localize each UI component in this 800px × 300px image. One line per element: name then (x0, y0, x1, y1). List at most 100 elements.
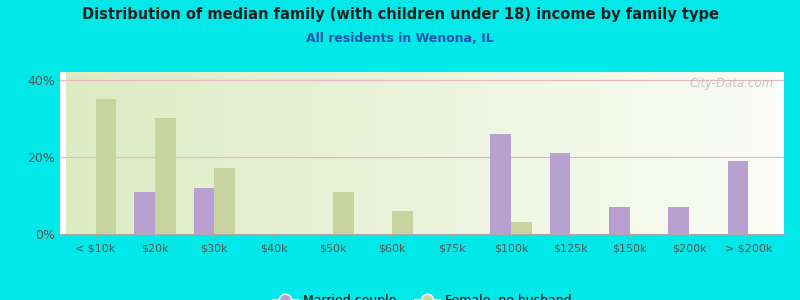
Bar (600, 72, 603, 234)
Bar (379, 72, 383, 234)
Bar (468, 72, 472, 234)
Bar (465, 72, 468, 234)
Bar (700, 72, 703, 234)
Bar (266, 72, 269, 234)
Bar (454, 72, 458, 234)
Text: Distribution of median family (with children under 18) income by family type: Distribution of median family (with chil… (82, 8, 718, 22)
Legend: Married couple, Female, no husband: Married couple, Female, no husband (268, 289, 576, 300)
Bar (112, 72, 116, 234)
Bar (241, 72, 244, 234)
Bar (411, 72, 415, 234)
Bar (244, 72, 247, 234)
Bar (98, 72, 102, 234)
Bar (283, 72, 286, 234)
Bar (490, 134, 511, 234)
Bar (269, 72, 273, 234)
Bar (401, 72, 404, 234)
Bar (447, 72, 450, 234)
Bar (546, 72, 550, 234)
Bar (728, 161, 748, 234)
Bar (582, 72, 586, 234)
Bar (365, 72, 369, 234)
Bar (219, 72, 222, 234)
Bar (326, 72, 330, 234)
Bar (450, 72, 454, 234)
Bar (526, 72, 529, 234)
Bar (333, 72, 337, 234)
Bar (610, 72, 614, 234)
Bar (350, 72, 354, 234)
Bar (618, 72, 622, 234)
Bar (194, 72, 198, 234)
Bar (305, 72, 308, 234)
Bar (96, 99, 116, 234)
Bar (187, 72, 190, 234)
Bar (301, 72, 305, 234)
Bar (158, 72, 162, 234)
Text: City-Data.com: City-Data.com (689, 77, 773, 90)
Bar (710, 72, 714, 234)
Bar (539, 72, 543, 234)
Bar (479, 72, 482, 234)
Bar (123, 72, 126, 234)
Bar (94, 72, 98, 234)
Bar (607, 72, 610, 234)
Bar (66, 72, 70, 234)
Bar (198, 72, 202, 234)
Bar (603, 72, 607, 234)
Bar (497, 72, 500, 234)
Bar (511, 72, 514, 234)
Bar (504, 72, 507, 234)
Bar (215, 72, 219, 234)
Bar (696, 72, 700, 234)
Bar (169, 72, 173, 234)
Bar (80, 72, 84, 234)
Bar (458, 72, 461, 234)
Bar (664, 72, 668, 234)
Bar (144, 72, 148, 234)
Bar (176, 72, 180, 234)
Bar (622, 72, 625, 234)
Bar (550, 153, 570, 234)
Bar (397, 72, 401, 234)
Bar (732, 72, 735, 234)
Bar (609, 207, 630, 234)
Bar (500, 72, 504, 234)
Bar (226, 72, 230, 234)
Bar (208, 72, 212, 234)
Bar (760, 72, 764, 234)
Bar (590, 72, 593, 234)
Bar (657, 72, 661, 234)
Bar (362, 72, 365, 234)
Bar (109, 72, 112, 234)
Bar (554, 72, 558, 234)
Bar (286, 72, 290, 234)
Bar (739, 72, 742, 234)
Bar (426, 72, 429, 234)
Bar (330, 72, 333, 234)
Bar (518, 72, 522, 234)
Bar (490, 72, 494, 234)
Bar (333, 192, 354, 234)
Bar (486, 72, 490, 234)
Bar (571, 72, 575, 234)
Bar (230, 72, 234, 234)
Bar (536, 72, 539, 234)
Bar (258, 72, 262, 234)
Bar (707, 72, 710, 234)
Bar (344, 72, 347, 234)
Bar (190, 72, 194, 234)
Bar (318, 72, 322, 234)
Bar (315, 72, 318, 234)
Bar (532, 72, 536, 234)
Bar (482, 72, 486, 234)
Bar (682, 72, 686, 234)
Bar (294, 72, 298, 234)
Bar (166, 72, 169, 234)
Bar (202, 72, 205, 234)
Bar (155, 118, 176, 234)
Bar (276, 72, 279, 234)
Bar (625, 72, 629, 234)
Bar (771, 72, 774, 234)
Bar (273, 72, 276, 234)
